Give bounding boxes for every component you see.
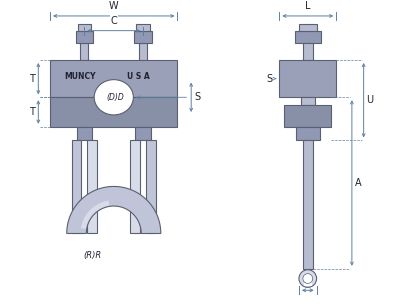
Bar: [299, 24, 317, 31]
Text: S: S: [266, 74, 272, 84]
Bar: [76, 127, 92, 140]
Bar: [139, 43, 147, 60]
Bar: [72, 140, 82, 233]
Ellipse shape: [94, 80, 133, 115]
Circle shape: [303, 274, 313, 283]
Text: W: W: [109, 1, 118, 11]
Text: (R)R: (R)R: [83, 251, 101, 259]
Text: A: A: [355, 178, 362, 188]
Bar: [80, 43, 88, 60]
Text: MUNCY: MUNCY: [64, 72, 95, 81]
Text: B: B: [304, 275, 311, 285]
Bar: [279, 60, 336, 97]
Bar: [50, 60, 178, 97]
Bar: [50, 97, 178, 127]
Bar: [303, 140, 313, 269]
Bar: [130, 140, 140, 233]
Text: (D)D: (D)D: [107, 93, 125, 102]
Circle shape: [299, 270, 317, 287]
Bar: [87, 140, 97, 233]
Bar: [146, 140, 156, 233]
Polygon shape: [67, 186, 161, 233]
Text: S: S: [194, 92, 200, 102]
Text: L: L: [305, 1, 310, 11]
Bar: [301, 97, 315, 105]
Text: C: C: [110, 16, 117, 26]
Bar: [296, 127, 320, 140]
Bar: [135, 127, 151, 140]
Text: T: T: [30, 107, 35, 117]
Bar: [284, 105, 331, 127]
Bar: [76, 31, 93, 43]
Text: U: U: [366, 95, 374, 105]
Text: T: T: [30, 74, 35, 84]
Bar: [78, 24, 91, 31]
Bar: [295, 31, 320, 43]
Bar: [136, 24, 150, 31]
Bar: [134, 31, 152, 43]
Bar: [303, 43, 313, 60]
Polygon shape: [81, 200, 109, 229]
Text: U S A: U S A: [126, 72, 149, 81]
